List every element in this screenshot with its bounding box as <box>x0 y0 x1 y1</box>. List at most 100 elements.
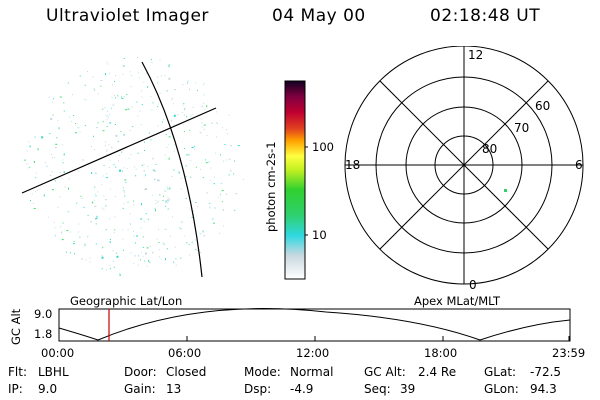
speckle-pixel <box>185 165 187 167</box>
speckle-pixel <box>114 124 116 125</box>
speckle-pixel <box>109 72 111 74</box>
speckle-pixel <box>101 255 103 257</box>
polar-speckle <box>504 189 507 192</box>
speckle-pixel <box>62 162 64 164</box>
speckle-pixel <box>54 227 56 229</box>
speckle-pixel <box>84 243 86 246</box>
gc-alt-label: GC Alt: <box>364 365 406 379</box>
speckle-pixel <box>196 250 198 251</box>
speckle-pixel <box>221 201 223 203</box>
speckle-pixel <box>122 186 124 189</box>
speckle-pixel <box>183 114 185 116</box>
geographic-grid-line <box>21 107 217 194</box>
speckle-pixel <box>31 193 33 195</box>
speckle-pixel <box>130 75 132 76</box>
speckle-pixel <box>104 145 106 147</box>
speckle-pixel <box>128 158 130 159</box>
instrument-title: Ultraviolet Imager <box>46 6 209 26</box>
speckle-pixel <box>185 198 187 199</box>
speckle-pixel <box>122 238 124 240</box>
speckle-pixel <box>102 108 104 110</box>
speckle-pixel <box>34 191 36 193</box>
speckle-pixel <box>187 153 190 156</box>
speckle-pixel <box>173 169 175 171</box>
speckle-pixel <box>210 180 212 181</box>
colorbar-tick-100: 100 <box>312 140 334 154</box>
speckle-pixel <box>180 177 182 179</box>
gain-label: Gain: <box>124 382 156 396</box>
speckle-pixel <box>151 194 153 196</box>
speckle-pixel <box>145 72 147 74</box>
speckle-pixel <box>76 202 78 204</box>
speckle-pixel <box>223 225 225 227</box>
speckle-pixel <box>91 172 93 175</box>
speckle-pixel <box>115 134 118 137</box>
speckle-pixel <box>206 105 208 108</box>
dsp-label: Dsp: <box>244 382 272 396</box>
speckle-pixel <box>154 178 156 180</box>
speckle-pixel <box>137 72 139 74</box>
speckle-pixel <box>77 231 79 233</box>
speckle-pixel <box>87 214 89 216</box>
speckle-pixel <box>223 160 225 162</box>
speckle-pixel <box>205 162 208 164</box>
ip-label: IP: <box>8 382 23 396</box>
geographic-image-panel <box>21 56 244 278</box>
speckle-pixel <box>159 194 161 196</box>
timeline-y-bottom: 1.8 <box>34 327 53 341</box>
speckle-pixel <box>150 95 152 97</box>
speckle-pixel <box>148 132 150 134</box>
speckle-pixel <box>222 209 224 211</box>
speckle-pixel <box>57 119 59 121</box>
speckle-pixel <box>111 146 113 149</box>
speckle-pixel <box>24 159 26 161</box>
speckle-pixel <box>67 82 69 84</box>
speckle-pixel <box>90 220 92 223</box>
speckle-pixel <box>143 175 145 177</box>
speckle-pixel <box>201 105 203 108</box>
speckle-pixel <box>37 189 38 191</box>
time-tick-1200: 12:00 <box>296 346 330 360</box>
speckle-pixel <box>109 188 111 190</box>
speckle-pixel <box>152 102 154 104</box>
speckle-pixel <box>162 200 164 202</box>
speckle-pixel <box>183 131 185 133</box>
speckle-pixel <box>214 207 216 209</box>
speckle-pixel <box>85 259 87 261</box>
speckle-pixel <box>192 106 194 108</box>
speckle-pixel <box>30 200 31 201</box>
speckle-pixel <box>110 107 112 110</box>
speckle-pixel <box>226 133 228 135</box>
speckle-pixel <box>111 96 113 98</box>
speckle-pixel <box>228 174 230 176</box>
speckle-pixel <box>84 98 86 100</box>
speckle-pixel <box>154 164 157 165</box>
terminator-curve <box>141 61 203 278</box>
speckle-pixel <box>87 235 89 238</box>
speckle-pixel <box>195 82 197 84</box>
speckle-pixel <box>154 170 157 172</box>
speckle-pixel <box>103 208 105 210</box>
speckle-pixel <box>82 159 84 161</box>
speckle-pixel <box>83 206 85 208</box>
speckle-pixel <box>189 208 191 210</box>
speckle-pixel <box>74 132 77 134</box>
speckle-pixel <box>59 172 61 173</box>
speckle-pixel <box>126 168 128 170</box>
speckle-pixel <box>224 144 226 145</box>
lat-label-60: 60 <box>535 99 550 113</box>
speckle-pixel <box>100 79 103 81</box>
speckle-pixel <box>123 133 126 136</box>
speckle-pixel <box>69 231 71 233</box>
speckle-pixel <box>163 195 165 197</box>
speckle-pixel <box>54 147 57 149</box>
speckle-pixel <box>190 115 192 117</box>
time-tick-2359: 23:59 <box>552 346 586 360</box>
time-tick-0600: 06:00 <box>168 346 202 360</box>
speckle-pixel <box>26 163 28 165</box>
speckle-pixel <box>50 118 53 120</box>
speckle-pixel <box>114 229 116 231</box>
gc-alt-value: 2.4 Re <box>418 365 457 379</box>
speckle-pixel <box>70 252 71 254</box>
speckle-pixel <box>203 84 204 86</box>
